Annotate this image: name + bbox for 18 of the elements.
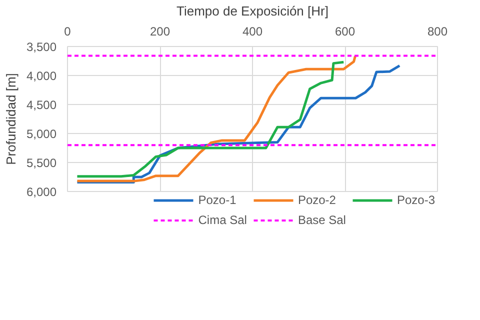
legend-label: Pozo-1 bbox=[198, 193, 236, 207]
legend-label: Pozo-3 bbox=[396, 193, 435, 207]
x-tick-label: 800 bbox=[427, 24, 448, 38]
x-tick-label: 200 bbox=[150, 24, 170, 38]
legend-label: Pozo-2 bbox=[298, 193, 336, 207]
x-tick-label: 0 bbox=[64, 24, 72, 38]
y-tick-label: 4,500 bbox=[26, 98, 57, 112]
legend-label: Cima Sal bbox=[198, 213, 247, 227]
y-tick-label: 6,000 bbox=[26, 185, 57, 199]
y-tick-label: 3,500 bbox=[26, 40, 57, 54]
y-tick-label: 5,500 bbox=[26, 156, 57, 170]
legend-label: Base Sal bbox=[298, 213, 346, 227]
y-axis-title: Profundidad [m] bbox=[3, 73, 18, 165]
y-tick-label: 4,000 bbox=[26, 69, 57, 83]
y-tick-label: 5,000 bbox=[26, 127, 57, 141]
x-tick-label: 400 bbox=[242, 24, 263, 38]
x-tick-label: 600 bbox=[334, 24, 356, 38]
x-axis-title: Tiempo de Exposición [Hr] bbox=[176, 4, 328, 18]
